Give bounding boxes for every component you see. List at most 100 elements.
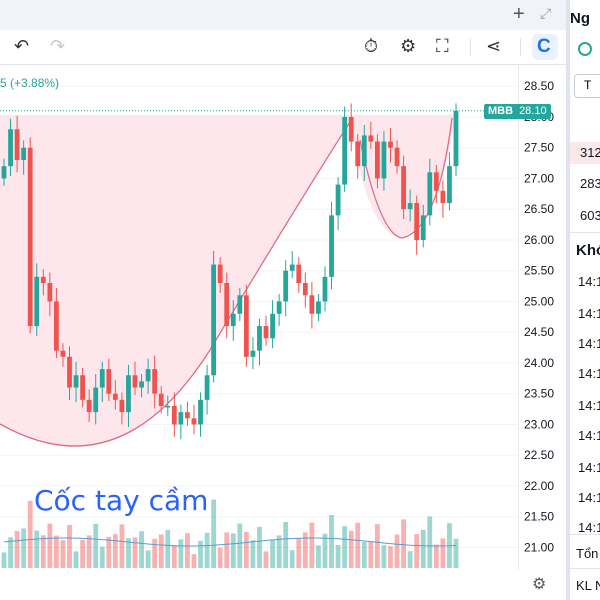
candle: [296, 264, 302, 283]
candle: [54, 301, 59, 351]
candle: [237, 295, 243, 314]
candle: [243, 295, 249, 357]
expand-icon[interactable]: ⤢: [540, 5, 552, 21]
candle: [335, 184, 341, 216]
volume-bar: [237, 523, 243, 568]
volume-bar: [407, 551, 413, 568]
candle: [40, 276, 46, 283]
candle: [119, 399, 125, 413]
ticker-symbol: MBB: [488, 105, 514, 117]
last-price-value: 28.10: [519, 105, 547, 117]
volume-bar: [80, 539, 86, 568]
volume-bar: [309, 522, 315, 568]
volume-bar: [381, 545, 387, 568]
price-tick-label: 21.00: [524, 540, 554, 554]
candle: [342, 116, 348, 185]
volume-bar: [8, 537, 13, 568]
candle: [230, 313, 236, 327]
volume-bar: [355, 522, 361, 568]
trade-time: 14:1: [578, 520, 600, 535]
volume-bar: [126, 538, 131, 568]
volume-bar: [132, 537, 138, 568]
volume-bar: [171, 545, 177, 568]
trade-time: 14:1: [578, 274, 600, 289]
volume-bar: [257, 526, 262, 568]
volume-bar: [191, 554, 197, 568]
share-icon[interactable]: ⋖: [486, 36, 502, 56]
status-indicator-icon: [578, 42, 592, 56]
candle: [60, 350, 66, 357]
pattern-annotation[interactable]: Cốc tay cầm: [34, 484, 209, 517]
candle: [302, 283, 308, 296]
price-tick-label: 27.00: [524, 171, 554, 185]
candle: [316, 301, 321, 314]
alarm-clock-icon[interactable]: ⏱: [364, 36, 379, 56]
volume-bar: [335, 545, 341, 568]
volume-bar: [348, 530, 354, 568]
trade-time: 14:1: [578, 490, 600, 505]
cup-curve: [0, 121, 351, 447]
volume-bar: [27, 500, 33, 568]
candle: [394, 147, 400, 167]
volume-bar: [401, 519, 406, 568]
candle: [8, 129, 13, 167]
candle: [132, 375, 138, 388]
volume-bar: [368, 541, 374, 568]
price-row: 283: [580, 176, 600, 191]
candle: [67, 356, 72, 388]
price-row: 603: [580, 208, 600, 223]
gear-icon[interactable]: ⚙: [532, 576, 547, 593]
volume-bar: [34, 530, 40, 568]
price-tick-label: 22.50: [524, 448, 554, 462]
volume-bar: [14, 531, 20, 568]
price-tick-label: 27.50: [524, 141, 554, 155]
panel-tab-button[interactable]: T: [574, 74, 600, 98]
candle: [388, 141, 393, 148]
volume-bar: [329, 515, 334, 568]
candle: [86, 399, 92, 413]
candle: [211, 264, 217, 376]
price-row: 312: [570, 142, 600, 164]
trade-time: 14:1: [578, 336, 600, 351]
cup-pattern-area: [0, 115, 350, 447]
price-change: 5 (+3.88%): [0, 76, 60, 90]
candle: [401, 166, 406, 210]
volume-bar: [99, 546, 105, 568]
volume-bar: [217, 547, 223, 568]
candle: [152, 369, 158, 394]
undo-icon[interactable]: ↶: [14, 36, 30, 56]
price-tick-label: 23.00: [524, 417, 554, 431]
volume-bar: [54, 535, 59, 568]
candle: [73, 375, 79, 388]
candle: [329, 215, 334, 277]
volume-bar: [420, 529, 426, 568]
candle: [198, 399, 203, 425]
chart-pane[interactable]: + ⤢ ↶ ↷ ⏱ ⚙ ⛶ ⋖ C 28.5028.0027.5027.0026…: [0, 0, 566, 600]
brand-logo[interactable]: C: [532, 34, 558, 60]
volume-bar: [296, 538, 302, 568]
price-chart[interactable]: 28.5028.0027.5027.0026.5026.0025.5025.00…: [0, 64, 566, 570]
volume-bar: [433, 544, 439, 568]
candle: [126, 375, 131, 413]
volume-bar: [394, 534, 400, 568]
candle: [440, 190, 446, 204]
volume-bar: [270, 539, 275, 568]
gear-icon[interactable]: ⚙: [400, 36, 417, 56]
add-tab-icon[interactable]: +: [513, 3, 525, 25]
candle: [1, 166, 7, 179]
candle: [171, 406, 177, 425]
pane-divider[interactable]: [566, 0, 570, 600]
chart-toolbar: ↶ ↷ ⏱ ⚙ ⛶ ⋖ C: [0, 30, 566, 65]
volume-bar: [276, 535, 282, 568]
volume-bar: [361, 542, 367, 568]
fullscreen-icon[interactable]: ⛶: [436, 36, 449, 56]
volume-bar: [40, 535, 46, 568]
volume-bar: [204, 532, 210, 568]
trade-time: 14:1: [578, 306, 600, 321]
volume-bar: [178, 539, 184, 568]
candle: [158, 393, 164, 406]
redo-icon[interactable]: ↷: [50, 36, 66, 56]
candle: [139, 381, 144, 388]
volume-bar: [21, 528, 27, 568]
toolbar-divider: [470, 38, 471, 56]
